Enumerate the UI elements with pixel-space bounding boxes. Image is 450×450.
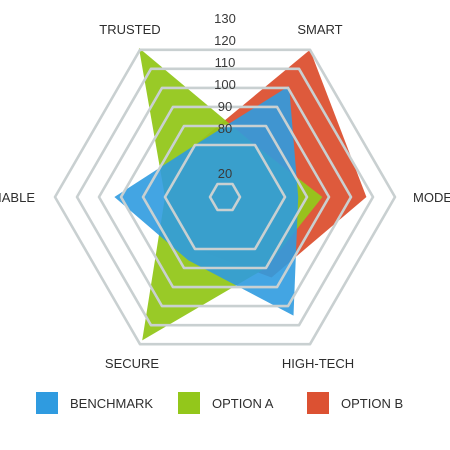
axis-labels: SMART MODERN HIGH-TECH SECURE RELIABLE TRUSTE… bbox=[0, 22, 450, 371]
grid-ring-90 bbox=[141, 124, 309, 270]
grid-ring-20 bbox=[208, 182, 242, 212]
ring-tick-labels: 20 80 90 100 110 120 130 bbox=[214, 11, 236, 181]
legend-label-option-a: OPTION A bbox=[212, 395, 274, 411]
ring-tick-label: 20 bbox=[218, 166, 232, 181]
grid-ring-80 bbox=[163, 143, 287, 251]
ring-tick-label: 100 bbox=[214, 77, 236, 92]
ring-tick-label: 120 bbox=[214, 33, 236, 48]
axis-label-reliable: RELIABLE bbox=[0, 190, 35, 205]
axis-label-trusted: TRUSTED bbox=[99, 22, 160, 37]
ring-tick-label: 130 bbox=[214, 11, 236, 26]
legend-item-benchmark[interactable]: BENCHMARK bbox=[36, 388, 153, 418]
legend-label-option-b: OPTION B bbox=[341, 395, 404, 411]
axis-label-secure: SECURE bbox=[105, 356, 160, 371]
axis-label-high-tech: HIGH-TECH bbox=[282, 356, 354, 371]
legend-item-option-a[interactable]: OPTION A bbox=[178, 388, 273, 418]
legend-swatch-option-b bbox=[307, 392, 329, 414]
axis-label-modern: MODERN bbox=[413, 190, 450, 205]
series-area-benchmark[interactable] bbox=[114, 86, 299, 316]
axis-label-smart: SMART bbox=[297, 22, 342, 37]
grid-rings bbox=[53, 48, 397, 346]
legend-label-benchmark: BENCHMARK bbox=[70, 395, 154, 411]
legend: BENCHMARK OPTION A OPTION B bbox=[0, 388, 450, 418]
ring-tick-label: 80 bbox=[218, 121, 232, 136]
legend-item-option-b[interactable]: OPTION B bbox=[307, 388, 403, 418]
grid-ring-100 bbox=[119, 105, 331, 289]
ring-tick-label: 110 bbox=[215, 55, 236, 70]
legend-swatch-benchmark bbox=[36, 392, 58, 414]
ring-tick-label: 90 bbox=[218, 99, 232, 114]
grid-ring-120 bbox=[75, 67, 375, 327]
grid-ring-130 bbox=[53, 48, 397, 346]
legend-swatch-option-a bbox=[178, 392, 200, 414]
grid-ring-110 bbox=[97, 86, 353, 308]
